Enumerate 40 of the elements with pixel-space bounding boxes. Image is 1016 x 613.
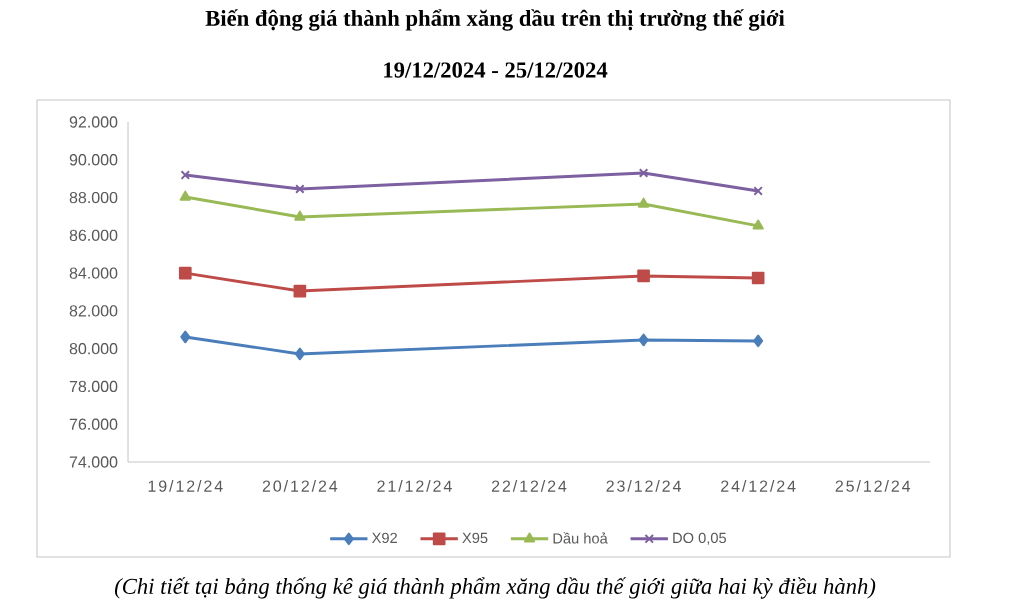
- x-tick-label: 23/12/24: [606, 480, 681, 492]
- y-tick-label: 80.000: [69, 343, 118, 355]
- legend-label: X92: [371, 532, 397, 544]
- point: [294, 347, 305, 361]
- legend-label: DO 0,05: [673, 532, 727, 545]
- point: [180, 330, 191, 344]
- x-tick-label: 20/12/24: [262, 480, 338, 492]
- x-tick-label: 25/12/24: [835, 480, 911, 492]
- point: [752, 219, 764, 230]
- x-tick-label: 24/12/24: [721, 480, 796, 492]
- point: [294, 210, 306, 221]
- y-tick-label: 90.000: [69, 154, 118, 166]
- point: [637, 197, 650, 208]
- point: [178, 266, 192, 280]
- y-tick-label: 82.000: [69, 305, 118, 317]
- point: [638, 168, 649, 178]
- x-tick-label: 21/12/24: [377, 480, 452, 492]
- point: [753, 334, 764, 348]
- point: [293, 284, 307, 298]
- point: [295, 184, 305, 194]
- point: [179, 190, 191, 201]
- legend-label: Dầu hoả: [553, 532, 608, 544]
- y-tick-label: 88.000: [69, 191, 118, 204]
- point: [751, 271, 765, 285]
- x-tick-label: 19/12/24: [148, 480, 223, 492]
- point: [638, 333, 649, 347]
- text: (Chi tiết tại bảng thống kê giá thành phẩm xăng dầu thế giới giữa hai kỳ điều hành): [114, 577, 876, 599]
- legend-label: X95: [462, 532, 488, 544]
- x-tick-label: 22/12/24: [491, 480, 567, 492]
- chart-title: Biến động giá thành phẩm xăng dầu trên thị trường thế giới: [205, 9, 785, 31]
- point: [637, 269, 650, 283]
- point: [753, 186, 763, 196]
- y-tick-label: 78.000: [69, 380, 118, 393]
- y-tick-label: 92.000: [69, 116, 118, 128]
- y-tick-label: 76.000: [69, 418, 118, 430]
- point: [180, 170, 191, 180]
- y-tick-label: 86.000: [69, 229, 118, 241]
- y-tick-label: 84.000: [69, 267, 118, 279]
- chart-subtitle: 19/12/2024 - 25/12/2024: [384, 62, 608, 78]
- y-tick-label: 74.000: [69, 456, 118, 468]
